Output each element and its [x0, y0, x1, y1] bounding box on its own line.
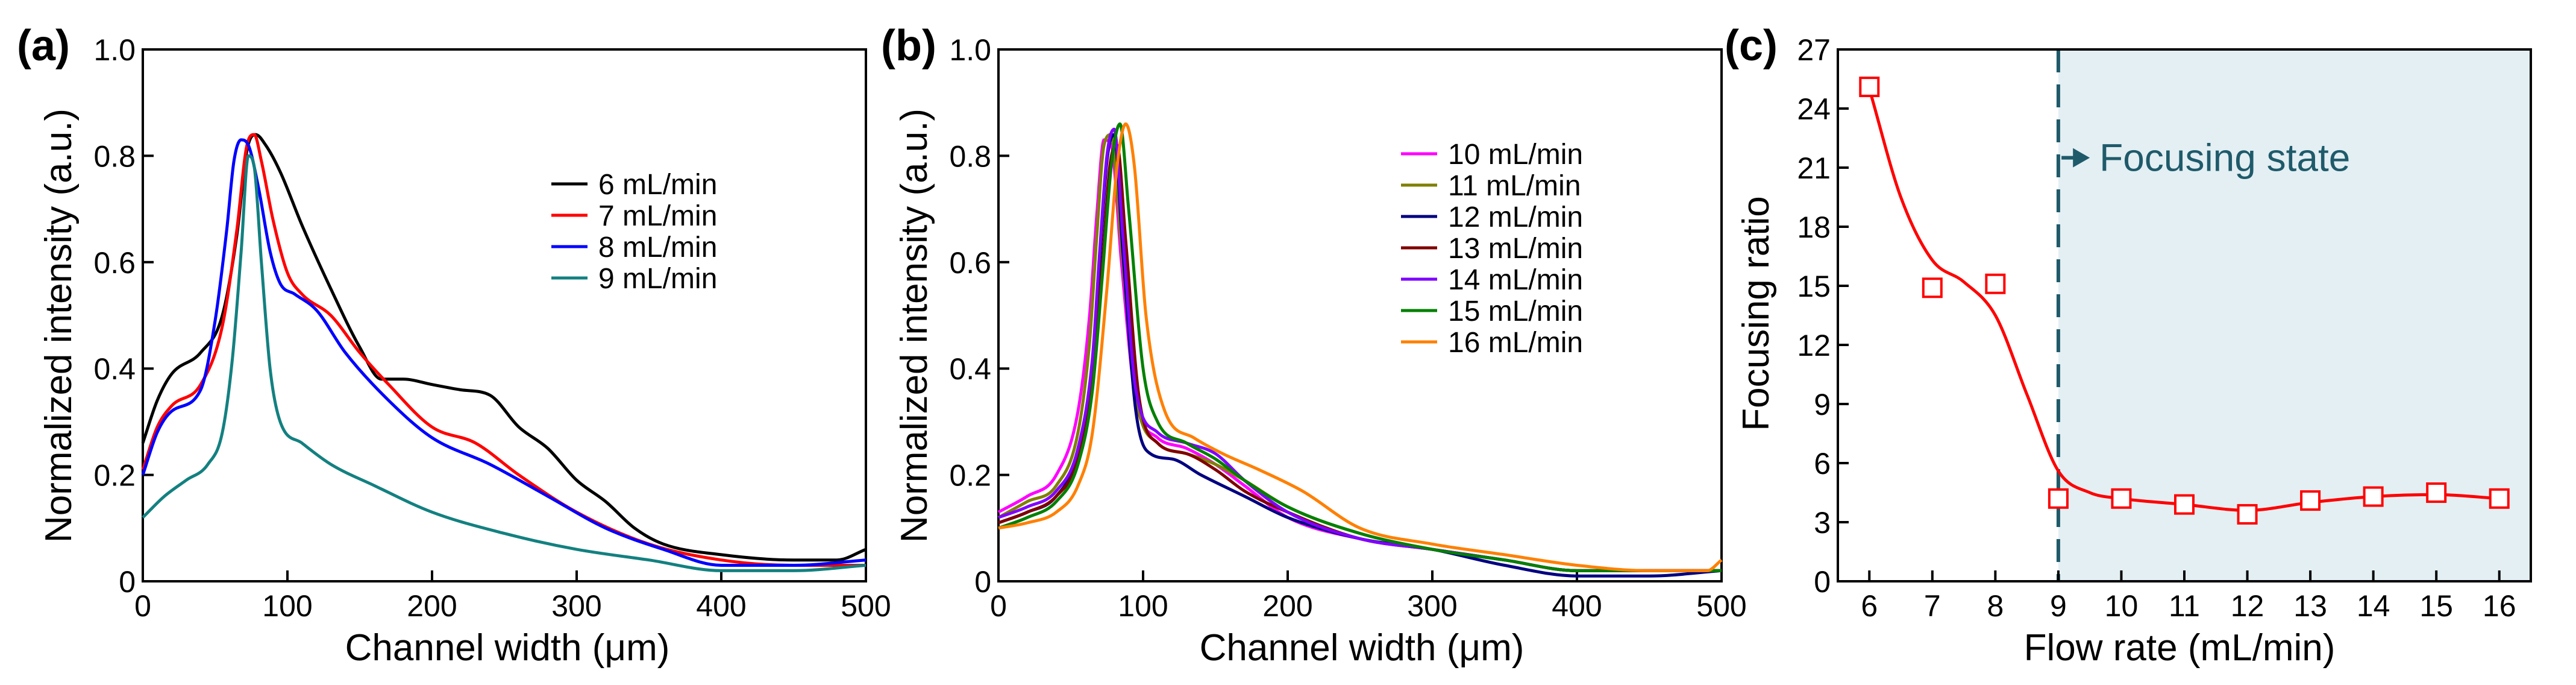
legend-label: 8 mL/min — [598, 232, 717, 264]
y-tick-label: 0.2 — [949, 459, 991, 493]
x-tick-label: 15 — [2419, 589, 2453, 623]
data-point — [2174, 494, 2195, 515]
panel-label-b: (b) — [881, 22, 936, 70]
data-point — [2300, 490, 2321, 511]
plot-area-a: 0 100 200 300 400 500 0 0.2 0.4 0.6 0.8 1.0 6 mL/min… — [93, 33, 891, 623]
plot-area-b: 0 100 200 300 400 500 0 0.2 0.4 0.6 0.8 1.0 10 mL/mi… — [949, 33, 1746, 623]
x-axis-label-c: Flow rate (mL/min) — [2024, 627, 2336, 669]
data-point — [1922, 277, 1943, 298]
x-axis-label-b: Channel width (μm) — [1200, 627, 1525, 669]
fit-curve — [1867, 88, 2499, 512]
focusing-region-shade — [2058, 49, 2531, 581]
legend-label: 12 mL/min — [1448, 201, 1583, 233]
series-line-8-mL-min — [141, 138, 867, 567]
panel-c: (c) 6 7 8 9 10 11 12 13 14 15 16 0 3 6 9 12 15 18 21 24 27 Fo… — [1725, 22, 2532, 669]
y-tick-label: 15 — [1797, 270, 1831, 303]
plot-frame-a — [142, 48, 867, 582]
legend-label: 7 mL/min — [598, 200, 717, 232]
x-tick-label: 100 — [262, 589, 312, 623]
y-tick-label: 27 — [1797, 33, 1831, 67]
data-point — [2426, 482, 2447, 503]
x-tick-label: 100 — [1118, 589, 1168, 623]
y-tick-label: 0 — [1814, 565, 1831, 599]
data-point — [2237, 503, 2258, 525]
legend-label: 9 mL/min — [598, 263, 717, 295]
y-tick-label: 0.6 — [949, 246, 991, 280]
panel-label-a: (a) — [17, 22, 70, 70]
y-tick-label: 1.0 — [93, 33, 136, 67]
x-tick-label: 0 — [134, 589, 151, 623]
x-tick-label: 8 — [1987, 589, 2004, 623]
legend-label: 14 mL/min — [1448, 264, 1583, 296]
x-tick-label: 12 — [2231, 589, 2264, 623]
data-point — [1985, 273, 2006, 294]
y-tick-label: 0.2 — [93, 459, 136, 493]
x-tick-label: 300 — [551, 589, 601, 623]
legend-label: 11 mL/min — [1448, 170, 1581, 202]
data-point — [2363, 486, 2384, 507]
y-tick-label: 0.6 — [93, 246, 136, 280]
y-tick-label: 12 — [1797, 329, 1831, 362]
y-tick-label: 9 — [1814, 388, 1831, 421]
x-tick-label: 14 — [2357, 589, 2390, 623]
data-point — [1859, 77, 1880, 98]
panel-a: (a) 0 100 200 300 400 500 0 0.2 0.4 0.6 0.8 1.0 6 mL… — [17, 22, 891, 669]
x-tick-label: 7 — [1924, 589, 1941, 623]
series-line-7-mL-min — [141, 133, 866, 567]
y-tick-label: 0 — [119, 565, 136, 599]
y-tick-label: 0 — [974, 565, 991, 599]
x-tick-label: 400 — [696, 589, 746, 623]
x-tick-label: 0 — [990, 589, 1007, 623]
y-tick-label: 3 — [1814, 506, 1831, 540]
annotation-focusing-state: Focusing state — [2099, 136, 2350, 180]
series-line-16-mL-min — [998, 122, 1723, 572]
series-line-15-mL-min — [998, 122, 1722, 572]
y-tick-label: 0.8 — [93, 139, 136, 173]
x-tick-label: 200 — [1262, 589, 1312, 623]
x-tick-label: 6 — [1861, 589, 1878, 623]
y-tick-label: 24 — [1797, 92, 1831, 126]
x-tick-label: 10 — [2105, 589, 2139, 623]
y-tick-label: 0.4 — [949, 352, 991, 386]
y-tick-label: 1.0 — [949, 33, 991, 67]
series-line-6-mL-min — [141, 133, 867, 562]
panel-label-c: (c) — [1725, 22, 1778, 70]
y-tick-label: 18 — [1797, 210, 1831, 244]
legend-label: 6 mL/min — [598, 169, 717, 201]
y-axis-label-b: Normalized intensity (a.u.) — [894, 109, 935, 543]
plot-area-c: 6 7 8 9 10 11 12 13 14 15 16 0 3 6 9 12 15 18 21 24 27 Focusi… — [1797, 33, 2532, 623]
x-tick-label: 200 — [407, 589, 457, 623]
x-tick-label: 9 — [2050, 589, 2067, 623]
x-tick-label: 500 — [841, 589, 891, 623]
x-axis-label-a: Channel width (μm) — [345, 627, 670, 669]
y-tick-label: 21 — [1797, 151, 1831, 185]
data-point — [2111, 488, 2132, 509]
x-tick-label: 300 — [1407, 589, 1457, 623]
legend-label: 16 mL/min — [1448, 327, 1583, 359]
plot-frame-b — [997, 48, 1723, 582]
annotation-arrowhead — [2073, 148, 2090, 168]
y-tick-label: 0.4 — [93, 352, 136, 386]
x-tick-label: 11 — [2169, 589, 2200, 623]
y-axis-label-c: Focusing ratio — [1735, 196, 1777, 431]
x-tick-label: 400 — [1552, 589, 1602, 623]
series-line-9-mL-min — [142, 154, 867, 572]
legend-label: 15 mL/min — [1448, 295, 1583, 327]
legend-label: 13 mL/min — [1448, 233, 1583, 265]
y-tick-label: 0.8 — [949, 139, 991, 173]
y-tick-label: 6 — [1814, 447, 1831, 481]
y-axis-label-a: Normalized intensity (a.u.) — [38, 109, 80, 543]
panel-b: (b) 0 100 200 300 400 500 0 0.2 0.4 0.6 0.8 1.0 10 m… — [881, 22, 1747, 669]
data-point — [2489, 488, 2510, 509]
x-tick-label: 500 — [1696, 589, 1746, 623]
x-tick-label: 13 — [2293, 589, 2327, 623]
legend-label: 10 mL/min — [1448, 139, 1583, 171]
x-tick-label: 16 — [2483, 589, 2516, 623]
data-point — [2048, 488, 2069, 509]
